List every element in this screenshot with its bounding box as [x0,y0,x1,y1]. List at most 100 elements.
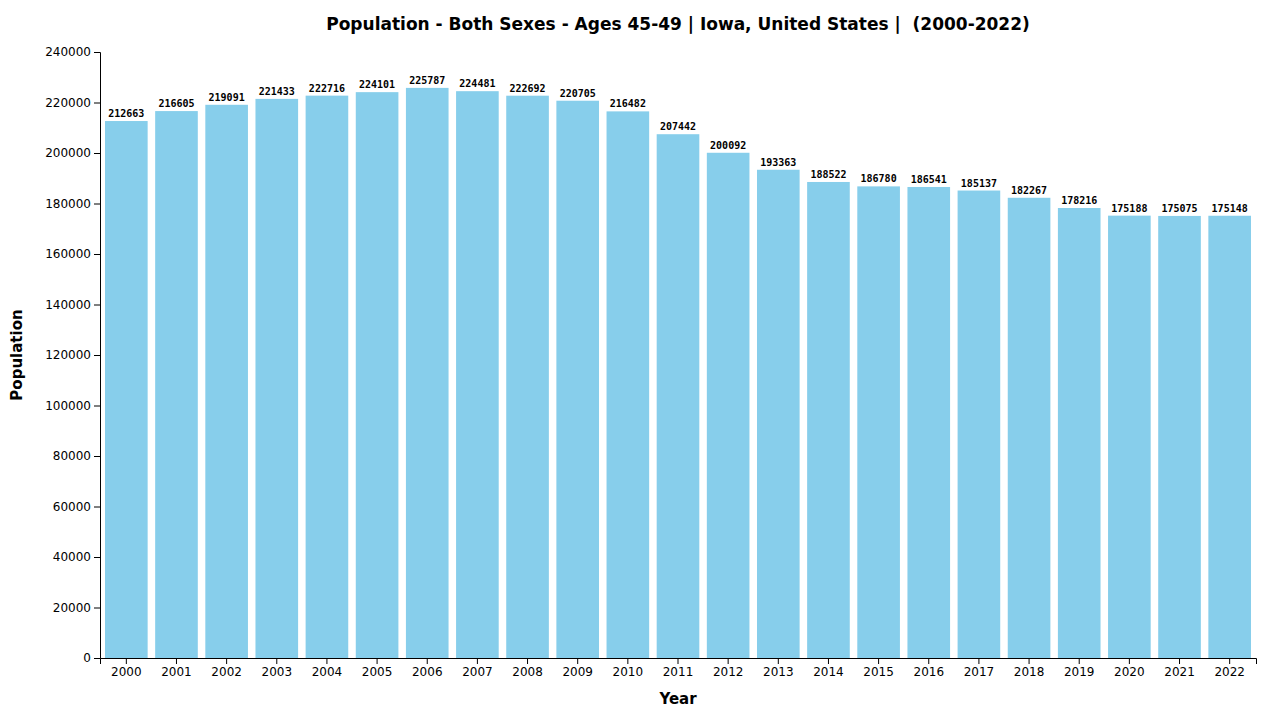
tick-mark [94,204,100,205]
tick-mark [527,658,528,664]
data-labels: 2126632166052190912214332227162241012257… [108,75,1247,214]
tick-label: 2016 [913,665,944,679]
data-label: 200092 [710,140,746,151]
tick-mark [1079,658,1080,664]
tick-mark [477,658,478,664]
tick-mark [126,658,127,664]
tick: 2017 [964,658,995,679]
tick-label: 2009 [562,665,593,679]
tick: 2001 [161,658,192,679]
tick-mark [878,658,879,664]
bar [1208,216,1251,658]
tick-label: 2020 [1114,665,1145,679]
tick-label: 2003 [262,665,293,679]
axis-line [94,53,101,659]
tick: 2009 [562,658,593,679]
axis-line [101,659,1257,665]
tick-mark [94,103,100,104]
tick-mark [928,658,929,664]
tick-mark [427,658,428,664]
tick: 120000 [45,348,100,362]
data-label: 220705 [560,88,596,99]
y-axis-title: Population [8,309,26,400]
tick: 2007 [462,658,493,679]
tick-mark [678,658,679,664]
bar [255,99,298,658]
tick: 20000 [53,601,100,615]
bar [356,92,399,658]
tick-mark [978,658,979,664]
data-label: 175075 [1161,203,1197,214]
tick-label: 2017 [964,665,995,679]
tick: 2011 [663,658,694,679]
tick-label: 2011 [663,665,694,679]
tick: 2013 [763,658,794,679]
data-label: 221433 [259,86,295,97]
data-label: 182267 [1011,185,1047,196]
chart: 2126632166052190912214332227162241012257… [0,0,1280,720]
bar [757,170,800,658]
tick-mark [94,456,100,457]
tick-mark [1129,658,1130,664]
tick-label: 2006 [412,665,443,679]
bar [1158,216,1201,658]
bar [907,187,950,658]
tick: 2000 [111,658,142,679]
tick-mark [778,658,779,664]
tick-mark [1179,658,1180,664]
x-axis-title: Year [658,690,697,708]
tick: 2018 [1014,658,1045,679]
tick-label: 2000 [111,665,142,679]
data-label: 222716 [309,83,345,94]
bar [556,101,599,658]
bar [506,96,549,658]
tick-label: 2010 [613,665,644,679]
y-axis: 0200004000060000800001000001200001400001… [45,45,100,665]
tick-mark [94,254,100,255]
data-label: 193363 [760,157,796,168]
tick: 2005 [362,658,393,679]
tick-mark [326,658,327,664]
tick-label: 120000 [45,348,91,362]
tick-label: 2005 [362,665,393,679]
tick-label: 60000 [53,500,91,514]
tick: 2004 [312,658,343,679]
tick: 2008 [512,658,543,679]
tick-label: 2007 [462,665,493,679]
tick-label: 2022 [1214,665,1245,679]
data-label: 186780 [861,173,897,184]
tick: 160000 [45,247,100,261]
tick-mark [94,608,100,609]
bar [807,182,850,658]
tick-label: 20000 [53,601,91,615]
data-label: 222692 [509,83,545,94]
tick: 220000 [45,96,100,110]
data-label: 224101 [359,79,395,90]
tick-label: 2021 [1164,665,1195,679]
tick-label: 2015 [863,665,894,679]
tick-mark [577,658,578,664]
data-label: 216605 [158,98,194,109]
tick: 2019 [1064,658,1095,679]
x-axis: 2000200120022003200420052006200720082009… [101,658,1257,679]
data-label: 186541 [911,174,947,185]
tick: 2006 [412,658,443,679]
tick-mark [828,658,829,664]
tick-mark [176,658,177,664]
tick: 240000 [45,45,100,59]
tick: 80000 [53,449,100,463]
data-label: 207442 [660,121,696,132]
tick-mark [94,52,100,53]
data-label: 188522 [810,169,846,180]
tick: 2016 [913,658,944,679]
tick: 140000 [45,298,100,312]
data-label: 219091 [209,92,245,103]
data-label: 178216 [1061,195,1097,206]
bar [1008,198,1051,658]
bar [958,191,1001,658]
tick-label: 2004 [312,665,343,679]
tick-label: 180000 [45,197,91,211]
bars [105,88,1251,658]
tick-mark [94,153,100,154]
bar [1058,208,1101,658]
